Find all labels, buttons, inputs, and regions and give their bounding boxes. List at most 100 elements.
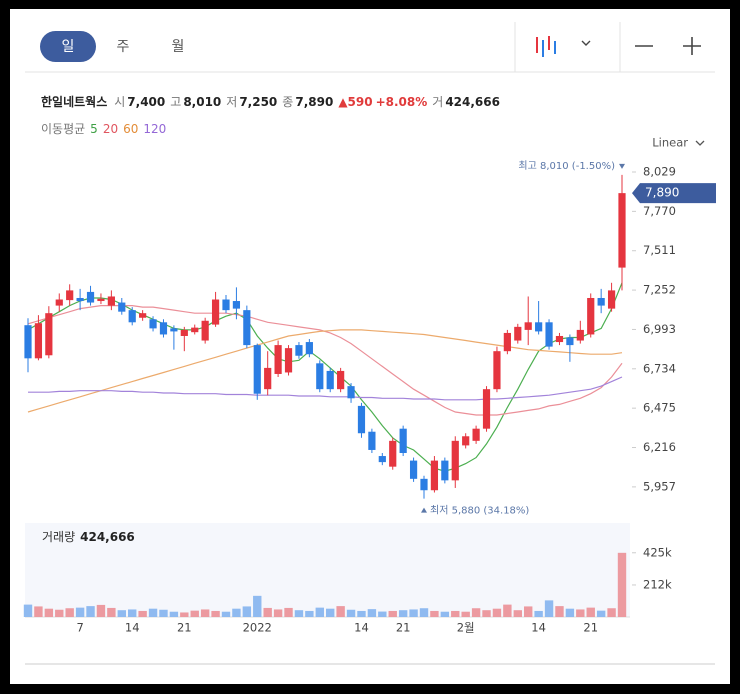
volume-bar <box>492 608 502 617</box>
volume-bar <box>534 610 543 617</box>
volume-bar <box>294 610 304 617</box>
candle-body <box>128 310 136 323</box>
volume-bar <box>107 607 116 617</box>
candle-body <box>295 345 303 356</box>
quote-line: 한일네트웍스 시 7,400 고 8,010 저 7,250 종 7,890 ▲590 +8.08%… <box>41 93 505 110</box>
scale-chevron[interactable] <box>695 140 705 146</box>
volume-bar <box>138 610 147 617</box>
volume-bar <box>482 610 491 617</box>
volume-bar <box>607 608 616 617</box>
candle-body <box>337 370 345 390</box>
candle-body <box>347 386 355 399</box>
volume-bar <box>471 608 481 617</box>
candle-body <box>170 328 178 332</box>
volume-bar <box>336 606 345 617</box>
volume-value: 424,666 <box>445 95 500 109</box>
x-tick-label: 14 <box>531 621 546 635</box>
candle-body <box>326 370 334 390</box>
chart-type-icon[interactable] <box>536 36 556 57</box>
volume-bar <box>576 609 585 617</box>
volume-bar <box>159 609 168 617</box>
volume-bar <box>305 610 314 617</box>
tab-week[interactable]: 주 <box>117 39 130 55</box>
volume-bar <box>284 607 293 617</box>
volume-bar <box>23 604 33 617</box>
volume-bar <box>513 610 522 617</box>
volume-bar <box>315 607 324 617</box>
candle-body <box>441 460 449 481</box>
zoom-in[interactable] <box>683 37 701 55</box>
y-tick-label: 6,475 <box>643 401 676 415</box>
last-price-label: 7,890 <box>645 186 679 200</box>
ma-legend-item: 20 <box>102 122 119 136</box>
quote-label: 시 <box>114 95 126 109</box>
candle-body <box>587 297 595 335</box>
low-annotation: 최저 5,880 (34.18%) <box>430 505 529 517</box>
volume-bar <box>503 604 512 617</box>
volume-bar <box>357 610 366 617</box>
candle-body <box>139 313 147 318</box>
candle-body <box>389 440 397 467</box>
candle-body <box>420 478 428 491</box>
last-price-tag <box>632 183 716 204</box>
x-tick-label: 21 <box>396 621 411 635</box>
volume-bar <box>200 609 210 617</box>
candle-body <box>607 290 616 309</box>
candle-body <box>201 320 209 341</box>
candle-body <box>55 299 63 306</box>
volume-bar <box>461 611 470 617</box>
volume-bar <box>367 609 377 617</box>
volume-bar <box>430 610 439 617</box>
high-annotation: 최고 8,010 (-1.50%) <box>518 160 615 172</box>
high-marker <box>619 163 625 169</box>
candle-body <box>191 327 199 333</box>
x-tick-label: 21 <box>583 621 598 635</box>
x-tick-label: 14 <box>125 621 140 635</box>
volume-bar <box>65 608 74 617</box>
volume-bar <box>96 604 106 617</box>
volume-title: 거래량 424,666 <box>42 530 135 544</box>
volume-bar <box>398 610 408 617</box>
x-tick-label: 21 <box>177 621 192 635</box>
volume-bar <box>346 609 356 617</box>
candle-body <box>232 301 241 309</box>
volume-bar <box>565 608 575 617</box>
quote-label: 저 <box>226 95 238 109</box>
change: ▲590 <box>338 95 373 109</box>
candle-body <box>566 337 574 346</box>
quote-value: 7,250 <box>239 95 278 109</box>
volume-bar <box>117 610 126 617</box>
candle-body <box>576 329 584 341</box>
volume-panel <box>25 523 630 617</box>
ma-legend-item: 60 <box>123 122 139 136</box>
candle-body <box>97 298 105 302</box>
ma-legend-item: 120 <box>143 122 167 136</box>
low-marker <box>421 507 427 513</box>
candle-body <box>24 325 32 359</box>
x-tick-label: 2월 <box>457 621 475 635</box>
volume-label: 거 <box>432 95 444 109</box>
candle-body <box>430 460 439 491</box>
volume-bar <box>555 606 564 617</box>
stock-name: 한일네트웍스 <box>41 95 108 109</box>
volume-bar <box>596 610 606 617</box>
candle-body <box>399 428 407 453</box>
tab-day[interactable]: 일 <box>62 39 75 55</box>
volume-bar <box>148 608 158 617</box>
scale-mode[interactable]: Linear <box>652 136 688 150</box>
y-tick-label: 7,770 <box>643 204 676 218</box>
candle-body <box>253 345 261 394</box>
ma-line <box>27 329 623 413</box>
volume-bar <box>34 606 43 617</box>
dropdown-chevron[interactable] <box>581 40 591 46</box>
volume-bar <box>544 600 554 617</box>
tab-active[interactable] <box>40 31 96 62</box>
volume-bar <box>524 606 533 617</box>
volume-bar <box>419 608 429 617</box>
candle-body <box>409 460 418 479</box>
candle-body <box>180 329 188 336</box>
candle-body <box>34 323 43 359</box>
tab-month[interactable]: 월 <box>172 39 185 55</box>
candle-body <box>316 363 324 390</box>
candle-body <box>305 342 313 355</box>
